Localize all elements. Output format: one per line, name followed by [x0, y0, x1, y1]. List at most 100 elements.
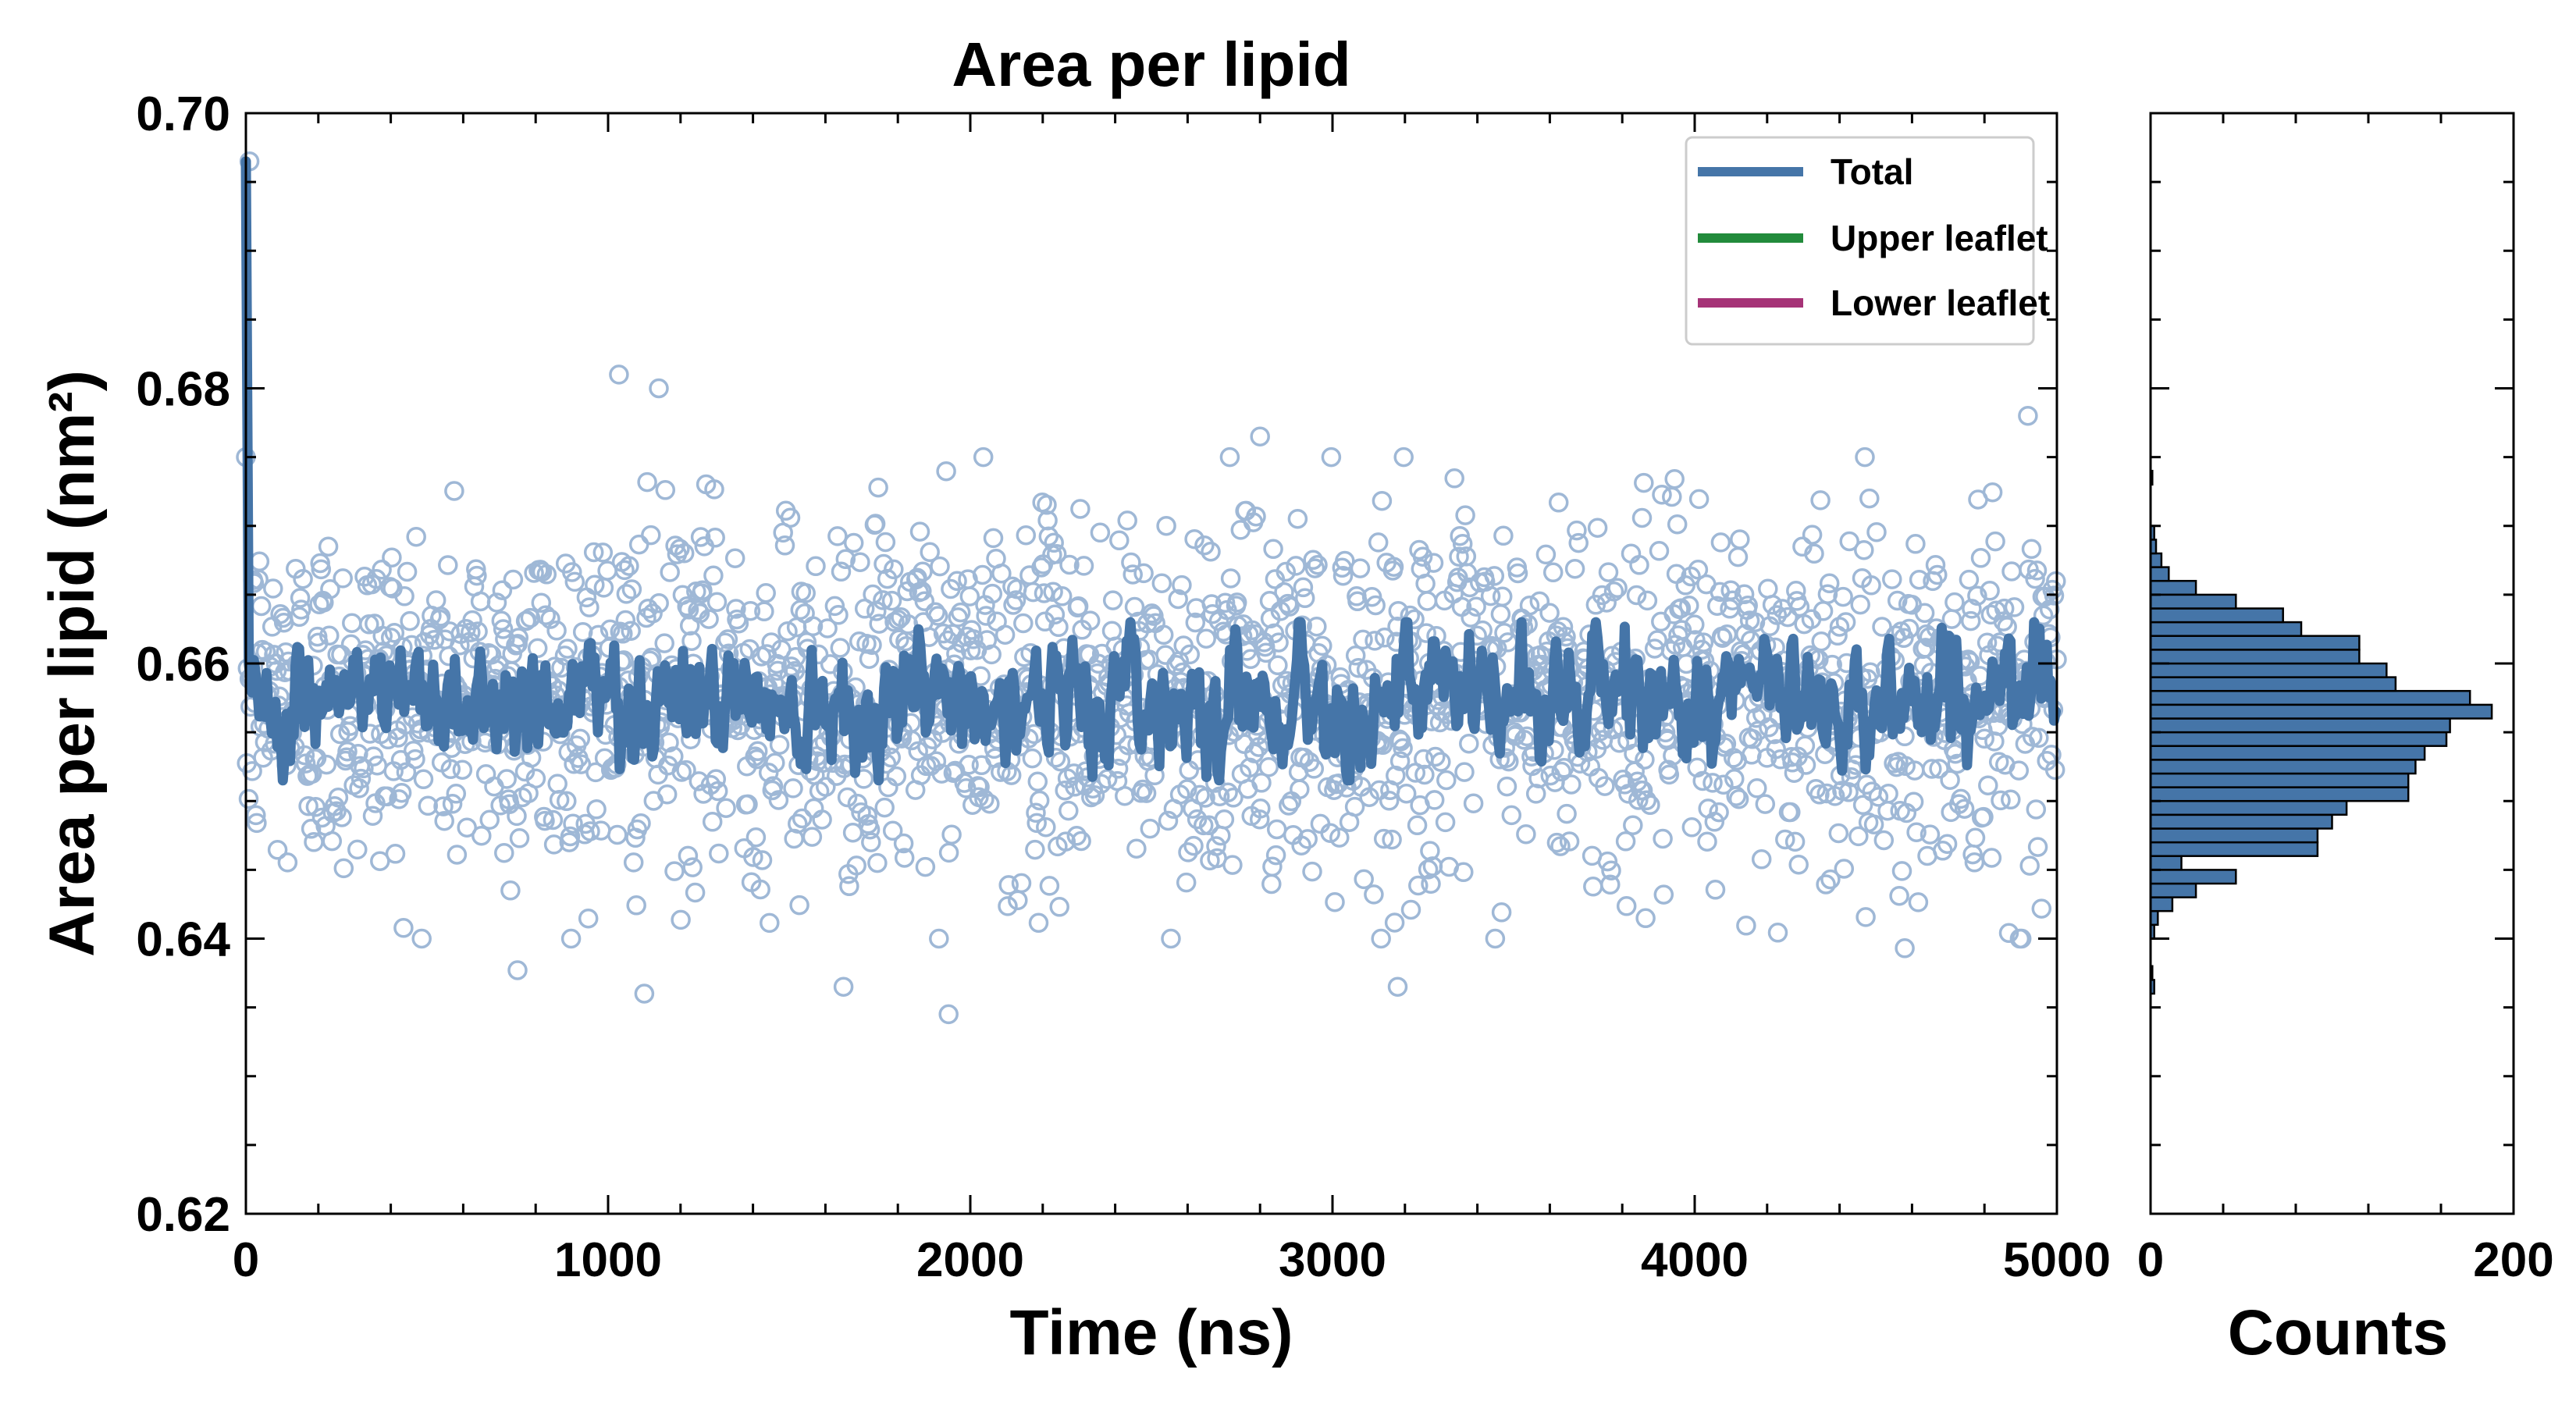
scatter-point [973, 446, 994, 468]
scatter-point [704, 479, 724, 500]
scatter-point [1649, 541, 1670, 561]
scatter-point [846, 855, 866, 876]
scatter-point [656, 784, 678, 805]
scatter-point [703, 565, 724, 586]
x-tick-label: 5000 [2003, 1233, 2111, 1287]
scatter-point [349, 778, 369, 799]
scatter-point [1008, 890, 1028, 911]
scatter-point [994, 624, 1016, 645]
scatter-point [1514, 730, 1535, 750]
scatter-point [318, 536, 339, 557]
scatter-point [1607, 578, 1628, 599]
scatter-point [743, 847, 763, 867]
scatter-point [685, 882, 706, 903]
scatter-point [1492, 586, 1513, 607]
scatter-point [998, 896, 1018, 916]
histogram-x-tick-labels: 0 200 [2137, 1233, 2554, 1287]
histogram-bar [2149, 607, 2284, 624]
scatter-point [1293, 747, 1315, 768]
scatter-point [563, 813, 583, 834]
scatter-point [728, 613, 749, 634]
scatter-point [391, 782, 412, 803]
scatter-point [1265, 845, 1286, 866]
scatter-point [1418, 859, 1439, 880]
scatter-point [405, 749, 425, 770]
scatter-point [1049, 897, 1069, 917]
scatter-point [1222, 855, 1243, 875]
scatter-point [1206, 836, 1226, 856]
scatter-point [1251, 799, 1271, 819]
scatter-point [631, 813, 651, 834]
scatter-point [707, 781, 728, 802]
x-tick-label: 0 [233, 1233, 259, 1287]
scatter-point [634, 984, 655, 1004]
scatter-point [676, 759, 696, 781]
scatter-point [467, 565, 487, 586]
histogram-bar [2149, 552, 2163, 568]
scatter-point [525, 768, 546, 789]
scatter-point [833, 976, 854, 997]
scatter-point [560, 826, 581, 847]
scatter-point [654, 633, 674, 653]
scatter-point [1022, 748, 1043, 769]
scatter-point [1196, 628, 1216, 649]
scatter-point [926, 751, 947, 772]
scatter-point [503, 569, 524, 590]
y-tick-label: 0.68 [136, 363, 230, 417]
scatter-point [1601, 860, 1621, 880]
scatter-point [774, 535, 795, 556]
scatter-point [682, 857, 703, 877]
scatter-point [1664, 468, 1685, 489]
scatter-point [922, 729, 943, 749]
scatter-point [769, 735, 790, 755]
scatter-point [760, 912, 780, 934]
scatter-point [1307, 616, 1327, 637]
scatter-point [1640, 795, 1660, 816]
scatter-point [1659, 764, 1680, 785]
scatter-point [1863, 814, 1884, 834]
scatter-point [1507, 563, 1528, 584]
scatter-point [1183, 835, 1204, 856]
scatter-point [1364, 631, 1385, 651]
scatter-point [866, 601, 887, 621]
scatter-point [783, 778, 803, 799]
scatter-point [1568, 532, 1589, 553]
scatter-point [1891, 861, 1912, 881]
scatter-point [1353, 629, 1373, 650]
scatter-point [1723, 748, 1744, 768]
scatter-point [508, 628, 529, 648]
scatter-point [1598, 562, 1619, 582]
scatter-point [619, 556, 639, 576]
scatter-point [1804, 543, 1824, 564]
scatter-point [1029, 790, 1050, 811]
scatter-point [1535, 544, 1557, 565]
scatter-point [626, 895, 646, 916]
scatter-point [1454, 762, 1475, 782]
scatter-point [1868, 787, 1889, 807]
scatter-point [385, 844, 406, 864]
scatter-point [1873, 830, 1895, 851]
scatter-point [1373, 828, 1394, 849]
scatter-point [702, 812, 723, 832]
scatter-point [795, 603, 815, 624]
scatter-point [1597, 851, 1618, 872]
scatter-point [1304, 759, 1325, 779]
scatter-point [517, 610, 537, 631]
scatter-point [1688, 560, 1709, 580]
scatter-point [671, 909, 691, 930]
scatter-point [1501, 805, 1522, 826]
scatter-point [1795, 755, 1816, 775]
scatter-point [1044, 532, 1064, 553]
scatter-point [471, 825, 492, 846]
scatter-point [2018, 405, 2038, 426]
scatter-point [433, 796, 454, 816]
y-tick-labels: 0.62 0.64 0.66 0.68 0.70 [136, 87, 230, 1242]
scatter-point [1704, 812, 1725, 832]
scatter-point [1045, 747, 1066, 768]
scatter-point [909, 521, 930, 542]
scatter-point [1736, 916, 1756, 936]
histogram-bar [2149, 717, 2451, 734]
scatter-point [1408, 875, 1429, 896]
scatter-point [1415, 574, 1436, 594]
scatter-point [549, 789, 570, 810]
